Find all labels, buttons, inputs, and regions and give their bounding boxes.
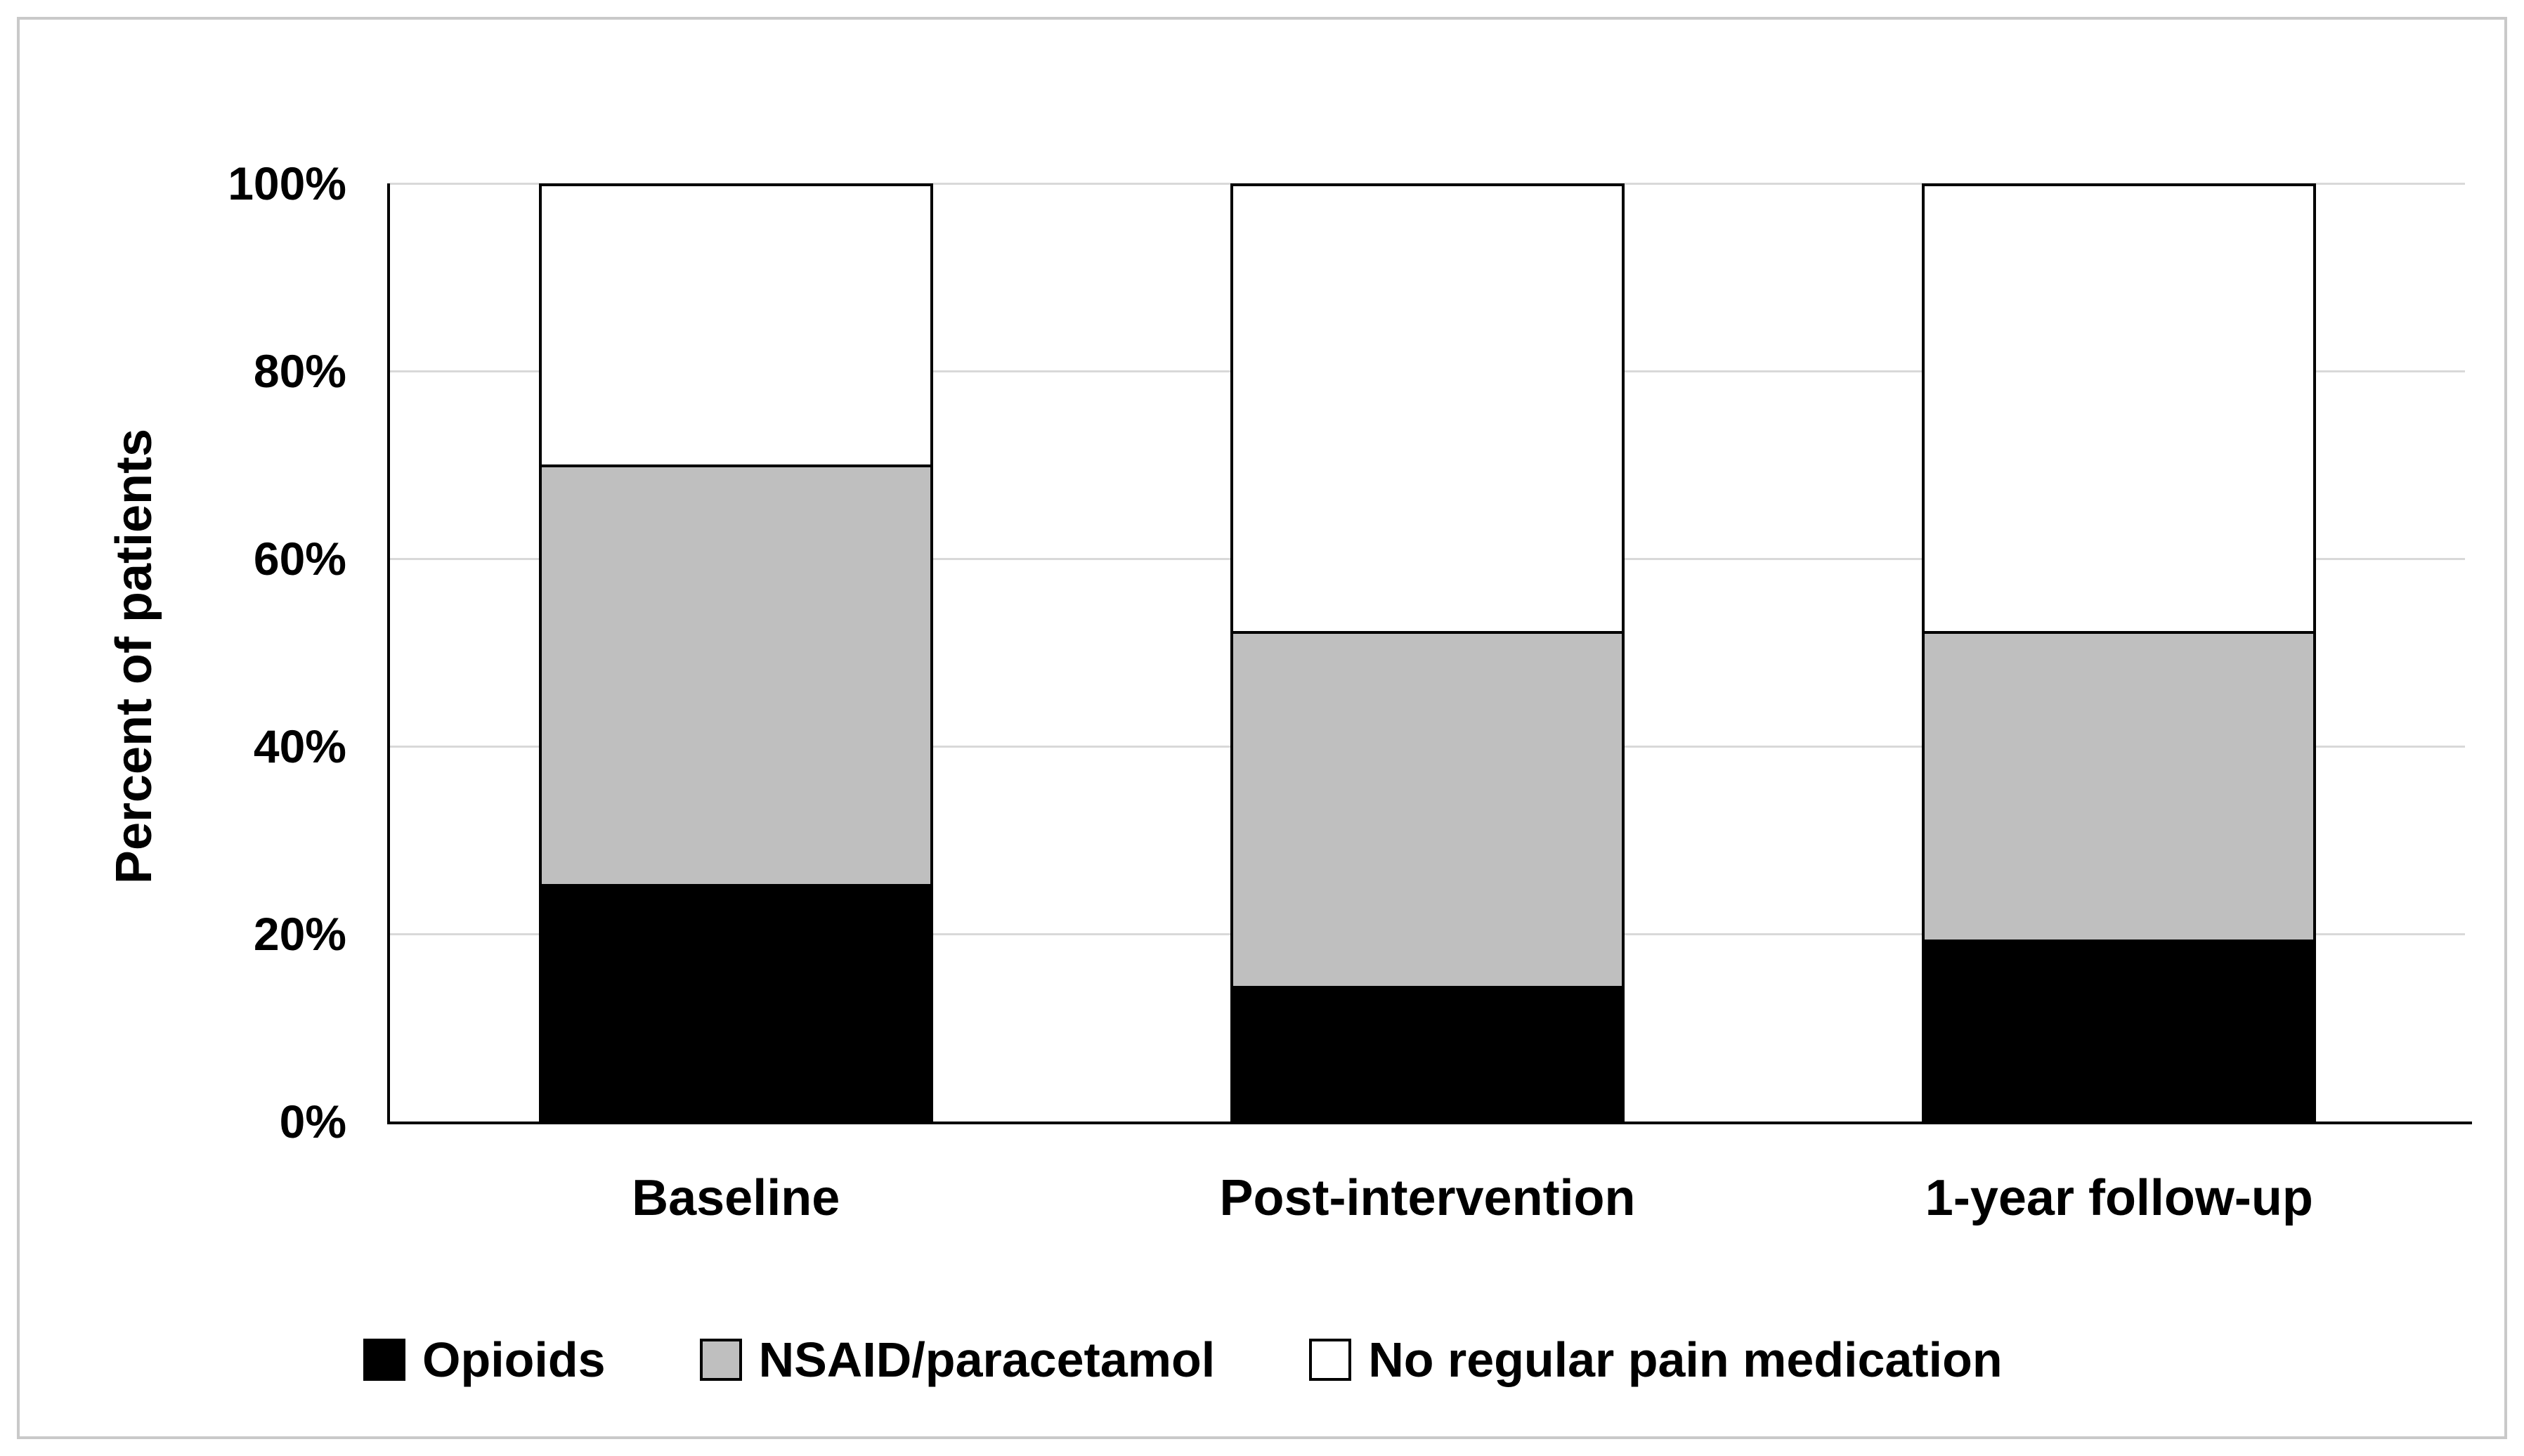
bar-segment-nsaid-paracetamol-baseline [541, 464, 930, 885]
category-label-baseline: Baseline [632, 1170, 840, 1226]
legend-item-no-regular-pain-medication: No regular pain medication [1309, 1332, 2003, 1387]
y-tick-label-60pct: 60% [253, 533, 346, 585]
bar-segment-nsaid-paracetamol-1-year-follow-up [1925, 631, 2314, 940]
legend-item-opioids: Opioids [363, 1335, 606, 1384]
bar-segment-no-regular-pain-medication-baseline [541, 186, 930, 464]
bar-segment-opioids-post-intervention [1233, 986, 1622, 1119]
x-axis-line [387, 1122, 2472, 1124]
legend-label-opioids: Opioids [422, 1332, 606, 1387]
category-label-post-intervention: Post-intervention [1219, 1170, 1636, 1226]
y-tick-label-20pct: 20% [253, 908, 346, 960]
legend-marker-no-regular-pain-medication [1309, 1339, 1352, 1381]
bar-1-year-follow-up [1922, 183, 2317, 1122]
y-axis-title: Percent of patients [106, 428, 162, 885]
bar-segment-no-regular-pain-medication-post-intervention [1233, 186, 1622, 632]
bar-post-intervention [1230, 183, 1625, 1122]
category-label-1-year-follow-up: 1-year follow-up [1925, 1170, 2313, 1226]
legend-label-no-regular-pain-medication: No regular pain medication [1368, 1332, 2003, 1387]
y-tick-label-0pct: 0% [279, 1096, 346, 1148]
plot-area [387, 182, 2472, 1124]
bar-segment-opioids-baseline [541, 884, 930, 1119]
bar-segment-nsaid-paracetamol-post-intervention [1233, 631, 1622, 987]
bar-segment-opioids-1-year-follow-up [1925, 940, 2314, 1119]
legend-label-nsaid-paracetamol: NSAID/paracetamol [758, 1332, 1216, 1387]
legend-item-nsaid-paracetamol: NSAID/paracetamol [699, 1332, 1216, 1387]
y-tick-label-100pct: 100% [228, 157, 346, 209]
bar-baseline [538, 183, 933, 1122]
bar-segment-no-regular-pain-medication-1-year-follow-up [1925, 186, 2314, 632]
y-tick-label-80pct: 80% [253, 345, 346, 397]
legend-marker-nsaid-paracetamol [699, 1339, 742, 1381]
figure-border: 0% 20% 40% 60% 80% 100% Percent of patients B… [17, 17, 2507, 1439]
y-axis-line [387, 183, 390, 1124]
legend: Opioids NSAID/paracetamol No regular pain … [363, 1335, 2003, 1384]
legend-marker-opioids [363, 1339, 405, 1381]
y-tick-label-40pct: 40% [253, 720, 346, 772]
